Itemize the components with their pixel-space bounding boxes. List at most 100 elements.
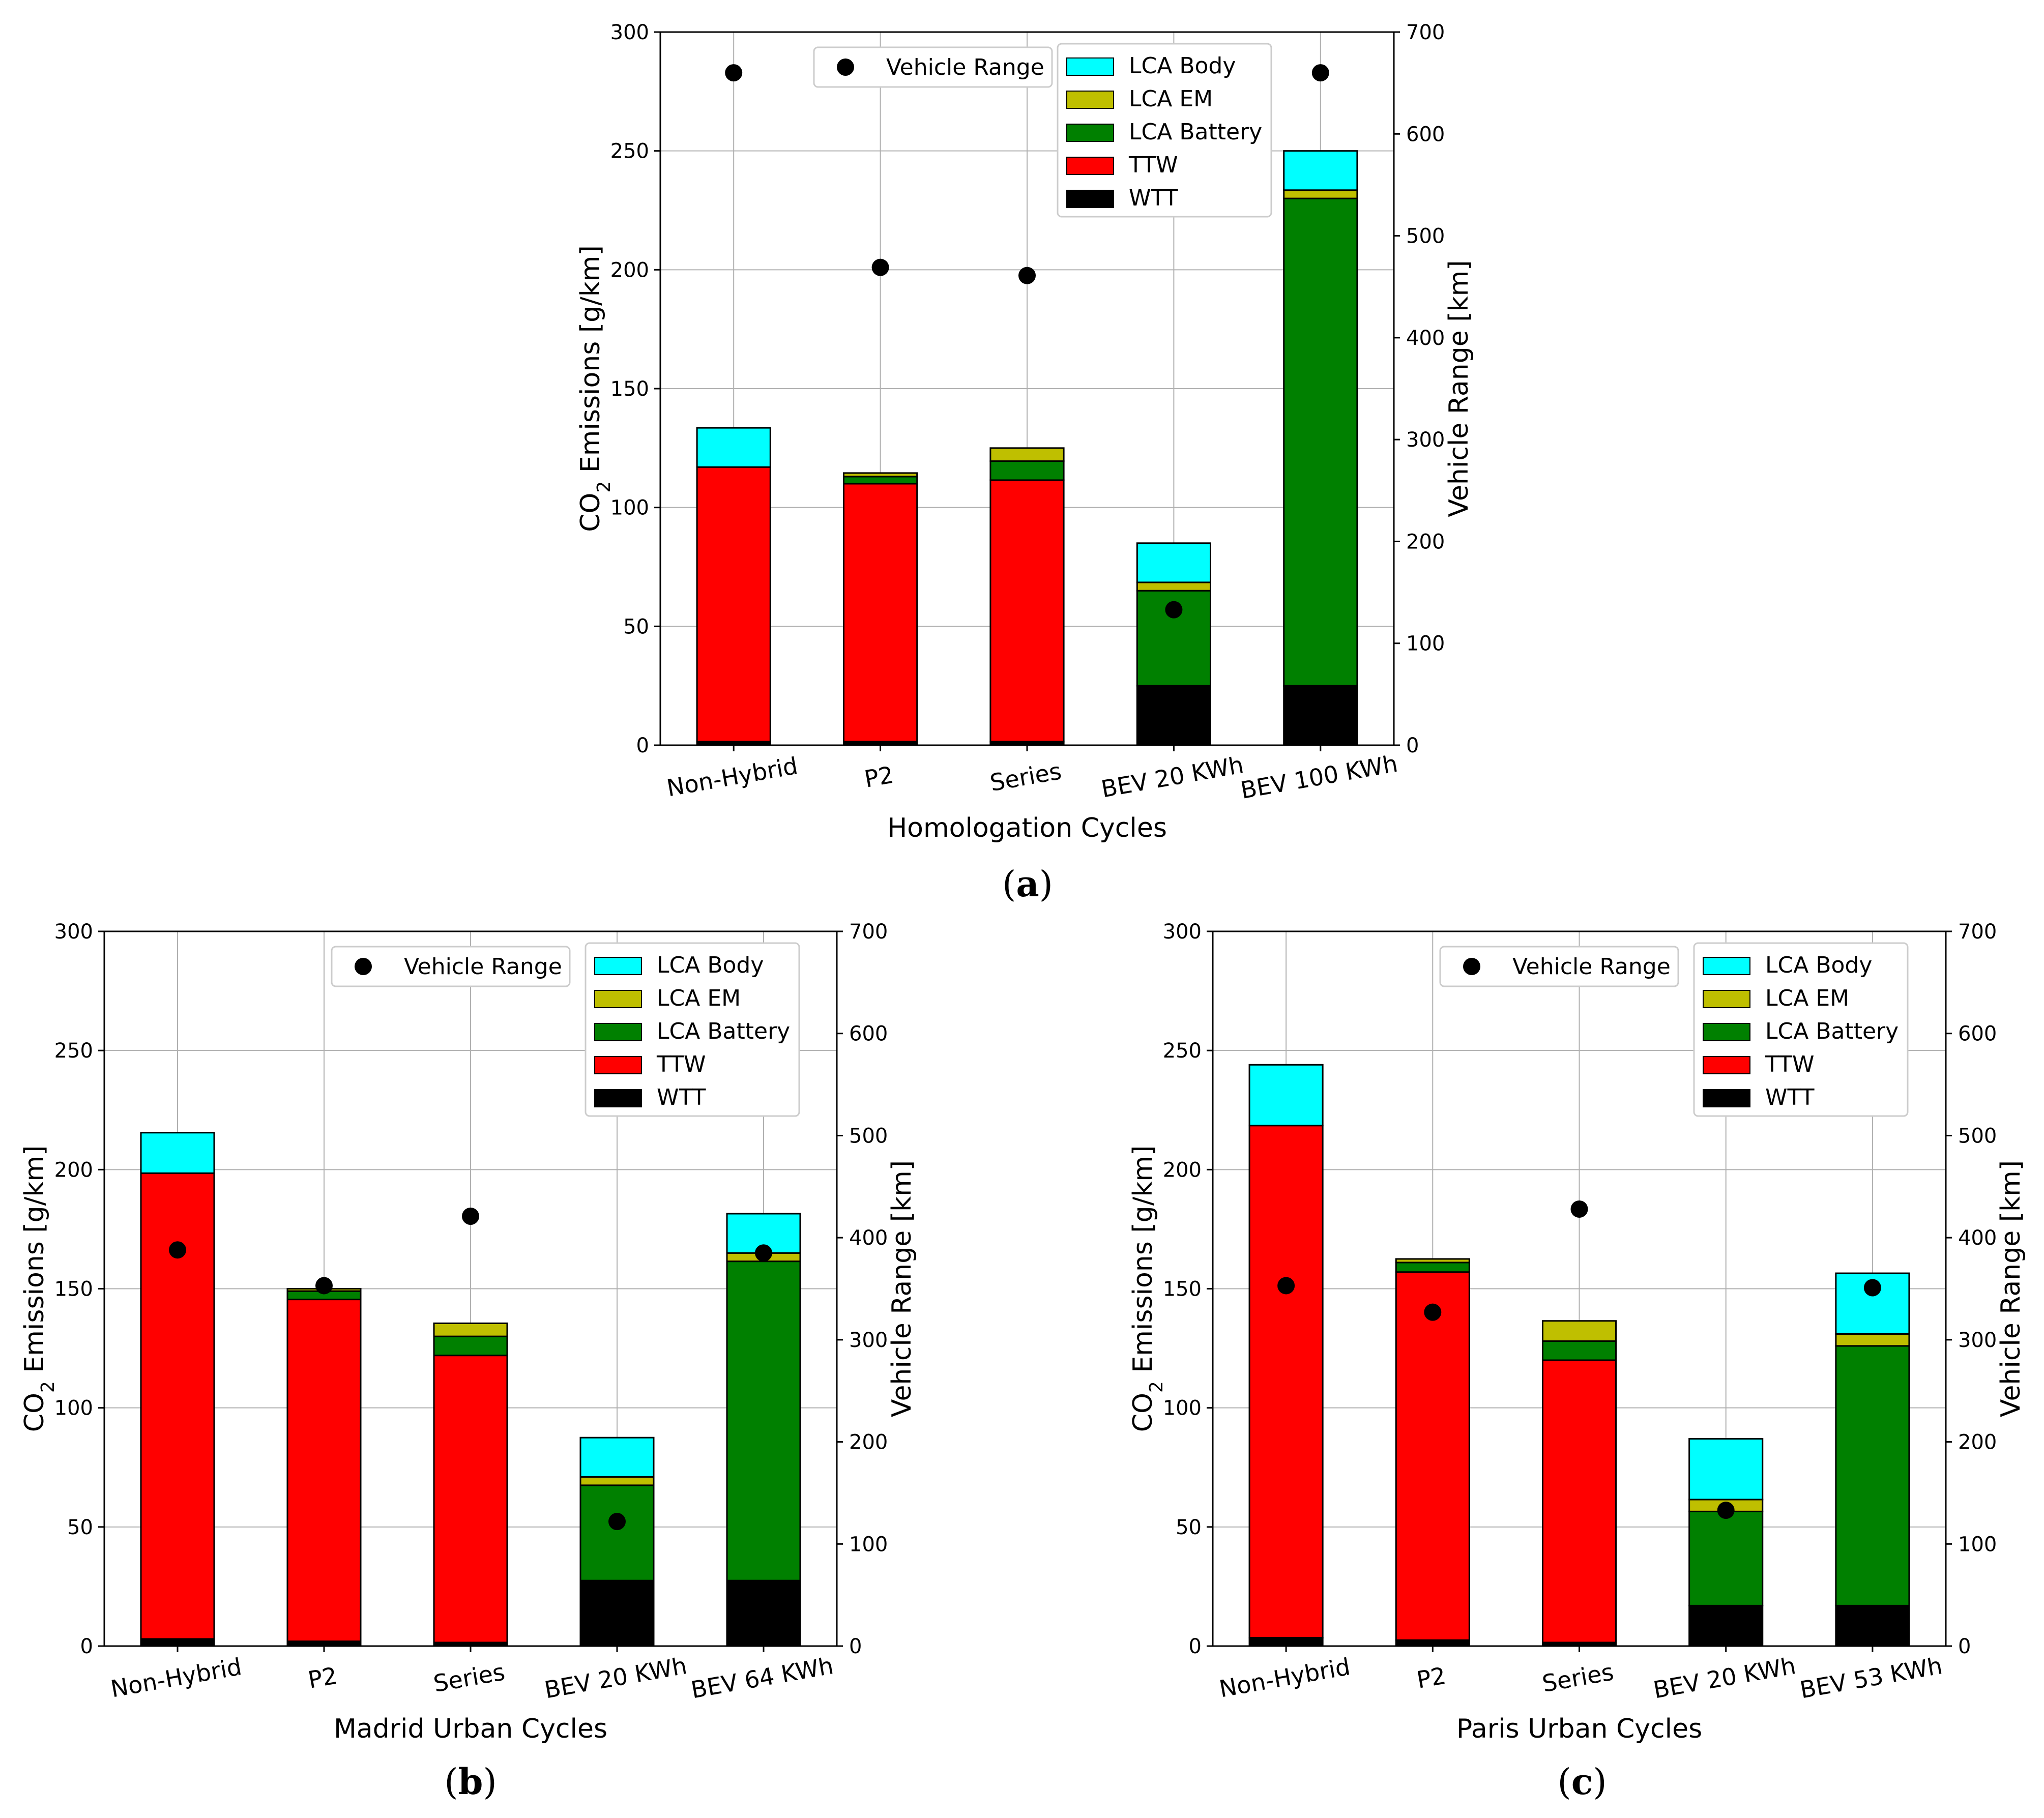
legend-range: Vehicle Range [331,946,571,987]
bar-lca-body [1136,542,1212,583]
y2-tick-label: 700 [1958,920,1997,944]
legend-label: TTW [656,1051,706,1077]
range-marker [1165,601,1183,619]
legend-range-label: Vehicle Range [1512,954,1671,980]
y2-tick-label: 500 [849,1124,888,1148]
legend-swatch-lca-em [1066,91,1114,109]
bar-lca-em [843,472,918,478]
x-tick-label: BEV 53 KWh [1798,1652,1944,1704]
x-tick-label: Non-Hybrid [1217,1653,1353,1703]
bar-lca-battery [1541,1340,1617,1361]
x-tick-label: Series [988,757,1064,797]
legend-range-box [1439,946,1679,987]
bar-lca-body [726,1213,801,1254]
bar-lca-body [1283,150,1358,191]
bar-lca-body [140,1132,215,1174]
bar-wtt [1688,1604,1764,1647]
legend-range-marker [355,958,372,975]
y2-tick-label: 100 [849,1533,888,1556]
x-tick-label: Series [431,1658,507,1697]
y2-tick-label: 400 [849,1226,888,1250]
y-tick-label: 150 [54,1278,93,1301]
legend-bars: LCA Body LCA EM LCA Battery TTW WTT [585,942,800,1117]
y-tick-label: 200 [610,258,649,282]
bar-lca-battery [1283,197,1358,687]
y2-tick-label: 400 [1406,327,1445,350]
bar-ttw [286,1299,362,1643]
y2-tick-label: 0 [1958,1635,1971,1658]
legend-range-label: Vehicle Range [404,954,562,980]
panel-caption: (b) [444,1761,497,1803]
bar-lca-battery [1136,590,1212,687]
y-tick-label: 300 [610,21,649,44]
y2-tick-label: 300 [849,1329,888,1352]
bar-lca-em [433,1322,508,1337]
bar-lca-battery [1395,1262,1470,1273]
chart-panel-c: 0 50 100 150 200 250 300 0 100 200 300 400 500 600 700… [1128,920,2026,1803]
y-tick-label: 200 [1163,1158,1202,1182]
y-tick-label: 0 [80,1635,93,1658]
bar-lca-battery [1688,1510,1764,1606]
legend-label: LCA Body [1765,952,1872,978]
range-marker [1570,1200,1588,1218]
x-axis: Non-Hybrid P2 Series BEV 20 KWh BEV 53 KWh [1217,1646,1944,1704]
x-tick-label: Non-Hybrid [665,752,800,802]
bar-lca-body [1688,1438,1764,1501]
bar-ttw [1248,1125,1324,1639]
y-tick-label: 100 [54,1397,93,1420]
y-tick-label: 0 [636,734,649,757]
y2-tick-label: 600 [1958,1022,1997,1046]
y-tick-label: 150 [1163,1278,1202,1301]
range-marker [462,1207,479,1225]
y2-tick-label: 500 [1406,225,1445,248]
legend-swatch-ttw [594,1056,642,1074]
legend-bars: LCA Body LCA EM LCA Battery TTW WTT [1057,43,1272,218]
bar-wtt [1395,1639,1470,1647]
y-axis-left: 0 50 100 150 200 250 300 [610,21,660,757]
chart-panel-b: 0 50 100 150 200 250 300 0 100 200 300 400 500 600 700… [19,920,917,1803]
legend-range-marker [837,58,854,76]
legend-bars: LCA Body LCA EM LCA Battery TTW WTT [1693,942,1909,1117]
x-tick-label: Non-Hybrid [108,1653,244,1703]
y2-tick-label: 0 [1406,734,1419,757]
range-marker [169,1241,186,1259]
legend-swatch-ttw [1066,157,1114,175]
bar-ttw [696,466,771,743]
bar-lca-battery [433,1335,508,1357]
legend-range: Vehicle Range [813,46,1053,88]
legend-label: WTT [657,1084,706,1110]
y2-axis-label: Vehicle Range [km] [1444,260,1474,517]
bar-lca-em [1283,189,1358,199]
x-tick-label: BEV 100 KWh [1239,750,1400,804]
y-tick-label: 50 [1176,1516,1202,1539]
y2-tick-label: 200 [849,1431,888,1454]
x-tick-label: BEV 20 KWh [1651,1652,1798,1704]
bar-wtt [1835,1604,1910,1647]
y-axis-left: 0 50 100 150 200 250 300 [1163,920,1213,1658]
y-axis-label: CO2 Emissions [g/km] [1128,1146,1167,1432]
bar-lca-battery [1835,1345,1910,1606]
y2-tick-label: 400 [1958,1226,1997,1250]
y-axis-right: 0 100 200 300 400 500 600 700 [1946,920,1997,1658]
x-tick-label: P2 [306,1662,339,1694]
legend-swatch-lca-body [1066,57,1114,76]
range-marker [1018,267,1036,284]
y2-tick-label: 0 [849,1635,862,1658]
bar-wtt [140,1638,215,1647]
range-marker [608,1513,626,1531]
bar-lca-em [1541,1320,1617,1342]
bar-ttw [433,1355,508,1644]
bar-lca-battery [579,1484,655,1581]
y2-tick-label: 300 [1406,428,1445,452]
legend-range-box [813,46,1053,88]
range-marker [1277,1277,1295,1295]
x-tick-label: P2 [1415,1662,1448,1694]
legend-swatch-lca-body [1703,957,1750,975]
y-tick-label: 250 [54,1039,93,1063]
legend-swatch-ttw [1703,1056,1750,1074]
legend-label: LCA Body [657,952,764,978]
range-marker [871,258,889,276]
legend-range-box [331,946,571,987]
bar-wtt [579,1579,655,1647]
